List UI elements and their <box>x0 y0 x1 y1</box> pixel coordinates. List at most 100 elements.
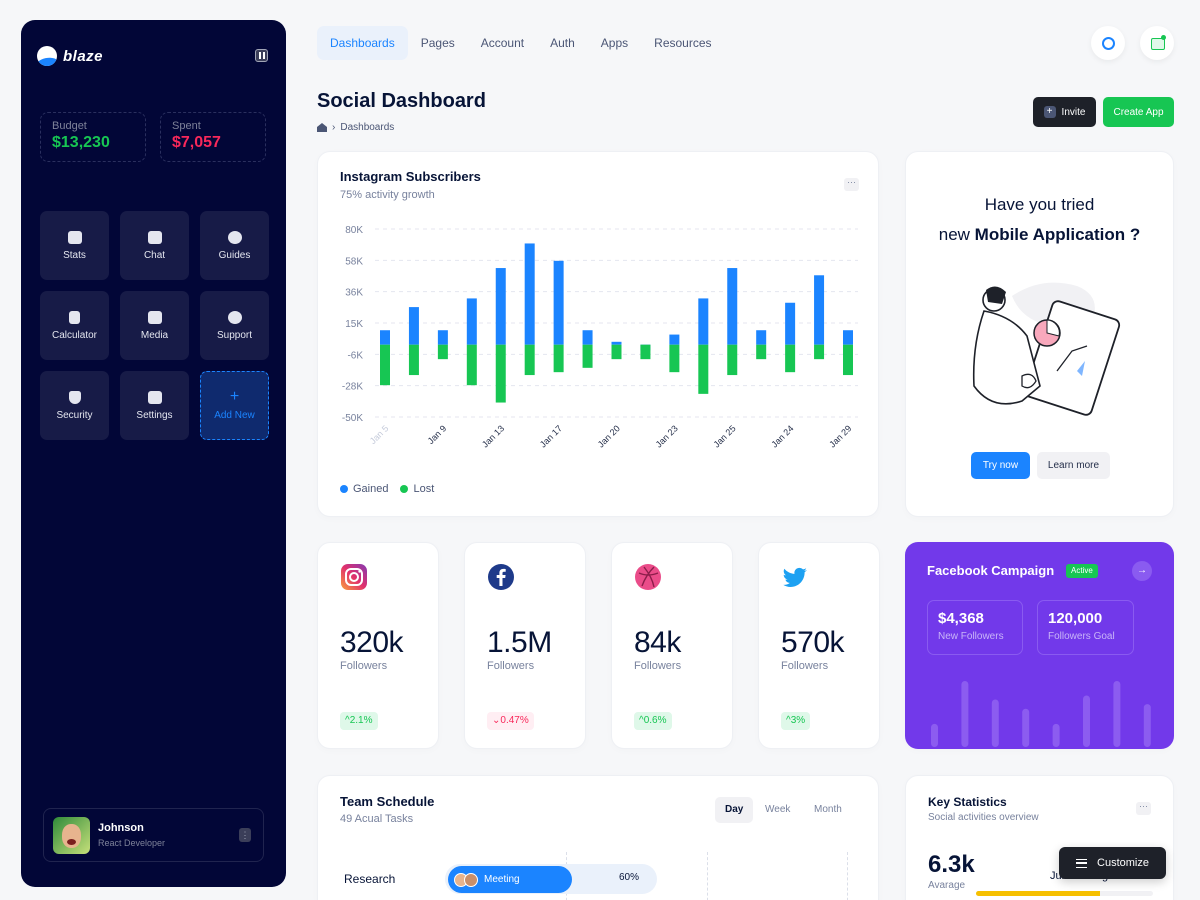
logo-icon <box>37 46 57 66</box>
user-role: React Developer <box>98 838 166 848</box>
tile-support[interactable]: Support <box>200 291 269 360</box>
nav-resources[interactable]: Resources <box>654 36 712 50</box>
lost-bar <box>814 344 825 360</box>
home-icon[interactable] <box>317 123 327 132</box>
progress-bar <box>976 891 1153 896</box>
lost-bar <box>785 344 796 373</box>
followers-count: 84k <box>634 626 681 659</box>
notification-icon[interactable] <box>1140 26 1174 60</box>
y-tick-label: -28K <box>342 382 363 393</box>
x-tick-label: Jan 29 <box>827 423 853 449</box>
x-tick-label: Jan 24 <box>769 423 795 449</box>
x-tick-label: Jan 23 <box>654 423 680 449</box>
lost-bar <box>756 344 767 360</box>
nav-pages[interactable]: Pages <box>420 36 455 50</box>
support-icon <box>227 310 242 324</box>
more-icon[interactable]: ··· <box>844 178 859 191</box>
breadcrumb: › Dashboards <box>317 122 394 133</box>
sidebar: blaze Budget $13,230 Spent $7,057 Stats … <box>21 20 286 887</box>
followers-count: 570k <box>781 626 845 659</box>
search-icon[interactable] <box>1091 26 1125 60</box>
plus-icon: + <box>1043 106 1056 118</box>
nav-account[interactable]: Account <box>480 36 525 50</box>
tile-stats[interactable]: Stats <box>40 211 109 280</box>
tile-add-new[interactable]: + Add New <box>200 371 269 440</box>
twitter-icon <box>783 567 807 587</box>
tile-security[interactable]: Security <box>40 371 109 440</box>
new-followers-value: $4,368 <box>938 610 984 627</box>
nav-auth[interactable]: Auth <box>550 36 575 50</box>
tile-chat[interactable]: Chat <box>120 211 189 280</box>
chart-title: Instagram Subscribers <box>340 169 481 184</box>
gained-bar <box>582 330 593 345</box>
user-menu-icon[interactable]: ⋮ <box>239 828 251 842</box>
gained-bar <box>553 260 564 345</box>
customize-button[interactable]: Customize <box>1059 847 1166 879</box>
gained-bar <box>611 341 622 345</box>
create-app-button[interactable]: Create App <box>1103 97 1174 127</box>
legend-dot <box>400 485 409 493</box>
schedule-subtitle: 49 Acual Tasks <box>340 813 414 825</box>
tile-calculator[interactable]: Calculator <box>40 291 109 360</box>
try-now-button[interactable]: Try now <box>971 452 1030 479</box>
breadcrumb-item[interactable]: Dashboards <box>340 122 395 133</box>
lost-bar <box>843 344 853 376</box>
change-value: 2.1% <box>349 715 373 726</box>
x-tick-label: Jan 5 <box>368 423 391 446</box>
tile-label: Security <box>56 409 93 421</box>
tile-settings[interactable]: Settings <box>120 371 189 440</box>
grid-line <box>847 852 848 900</box>
x-tick-label: Jan 13 <box>480 423 506 449</box>
tab-week[interactable]: Week <box>765 804 791 815</box>
meeting-event[interactable]: Meeting <box>448 866 572 893</box>
change-badge: ^2.1% <box>340 712 378 730</box>
y-tick-label: 15K <box>345 319 363 330</box>
user-profile[interactable]: Johnson React Developer ⋮ <box>43 808 264 862</box>
followers-label: Followers <box>781 660 829 672</box>
tab-day[interactable]: Day <box>715 797 754 823</box>
progress-fill <box>976 891 1100 896</box>
invite-label: Invite <box>1061 106 1086 118</box>
chart-legend: Gained Lost <box>340 483 434 495</box>
brand-logo[interactable]: blaze <box>37 46 103 66</box>
campaign-title: Facebook Campaign <box>927 563 1055 578</box>
arrow-down-icon: ⌄ <box>492 715 501 726</box>
sidebar-toggle-icon[interactable] <box>255 49 268 62</box>
tab-month[interactable]: Month <box>814 804 842 815</box>
arrow-up-icon: ^ <box>786 715 791 726</box>
instagram-stat-card: 320k Followers ^2.1% <box>317 542 439 749</box>
followers-count: 320k <box>340 626 404 659</box>
tile-label: Add New <box>214 410 255 421</box>
invite-button[interactable]: + Invite <box>1033 97 1096 127</box>
lost-bar <box>582 344 593 368</box>
learn-more-button[interactable]: Learn more <box>1037 452 1110 479</box>
gained-bar <box>727 268 738 345</box>
tile-label: Media <box>140 329 169 341</box>
tile-guides[interactable]: Guides <box>200 211 269 280</box>
grid-line <box>707 852 708 900</box>
gained-bar <box>408 307 419 345</box>
mobile-app-promo-card: Have you tried new Mobile Application ? … <box>905 151 1174 517</box>
nav-apps[interactable]: Apps <box>600 36 629 50</box>
campaign-bar <box>931 723 938 747</box>
nav-dashboards[interactable]: Dashboards <box>317 26 408 60</box>
x-tick-label: Jan 25 <box>711 423 737 449</box>
tile-media[interactable]: Media <box>120 291 189 360</box>
book-icon <box>227 230 242 244</box>
legend-gained: Gained <box>340 483 388 495</box>
arrow-right-icon[interactable]: → <box>1132 561 1152 581</box>
subscribers-chart: 80K 58K 36K 15K -6K -28K -50K Jan 5 Jan 9 Jan 13 J… <box>342 225 858 450</box>
followers-goal-box: 120,000 Followers Goal <box>1037 600 1134 655</box>
budget-value: $13,230 <box>52 134 110 151</box>
gained-bar <box>524 243 535 345</box>
key-stats-subtitle: Social activities overview <box>928 812 1039 823</box>
arrow-up-icon: ^ <box>639 715 644 726</box>
more-icon[interactable]: ··· <box>1136 802 1151 815</box>
instagram-subscribers-card: 80K 58K 36K 15K -6K -28K -50K Jan 5 Jan 9 Jan 13 J… <box>317 151 879 517</box>
facebook-stat-card: 1.5M Followers ⌄0.47% <box>464 542 586 749</box>
customize-label: Customize <box>1097 857 1149 869</box>
tile-label: Calculator <box>51 329 98 341</box>
instagram-icon <box>341 564 367 590</box>
y-tick-label: 80K <box>345 225 363 236</box>
x-tick-label: Jan 20 <box>596 423 622 449</box>
